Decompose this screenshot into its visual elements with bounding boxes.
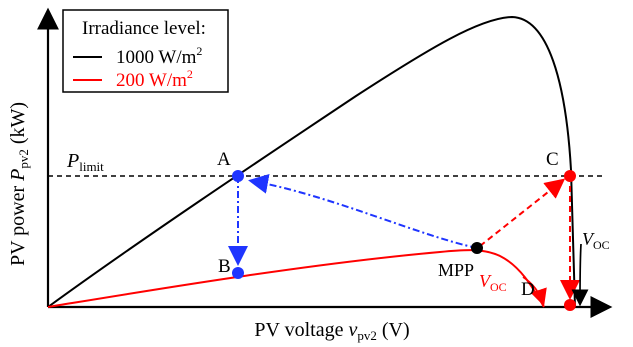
mpp-marker bbox=[471, 242, 483, 254]
legend-red-label: 200 W/m2 bbox=[116, 67, 193, 91]
label-c: C bbox=[546, 149, 559, 170]
mpp-to-c-arrow bbox=[479, 178, 566, 247]
label-d: D bbox=[521, 279, 535, 300]
legend: Irradiance level: 1000 W/m2 200 W/m2 bbox=[62, 9, 229, 93]
label-black-voc: VOC bbox=[582, 229, 610, 252]
irradiance-200-curve bbox=[47, 249, 545, 308]
irradiance-1000-curve bbox=[47, 15, 576, 308]
black-voc-pointer bbox=[571, 243, 589, 307]
y-axis-label: PV power Ppv2 (kW) bbox=[7, 102, 31, 266]
point-b-marker bbox=[232, 267, 244, 279]
legend-title: Irradiance level: bbox=[82, 18, 206, 39]
axes bbox=[37, 7, 613, 318]
p-limit-label: Plimit bbox=[66, 150, 104, 174]
point-d-marker bbox=[564, 299, 576, 311]
label-red-voc: VOC bbox=[479, 271, 507, 294]
point-c-marker bbox=[564, 170, 576, 182]
x-axis-label: PV voltage vpv2 (V) bbox=[254, 319, 409, 343]
label-a: A bbox=[217, 149, 231, 170]
point-a-marker bbox=[232, 170, 244, 182]
label-mpp: MPP bbox=[438, 260, 474, 280]
legend-box bbox=[62, 9, 229, 93]
label-b: B bbox=[218, 256, 231, 277]
mpp-to-a-arrow bbox=[248, 173, 478, 249]
legend-black-label: 1000 W/m2 bbox=[116, 44, 202, 68]
red-voc-pointer bbox=[522, 276, 547, 307]
